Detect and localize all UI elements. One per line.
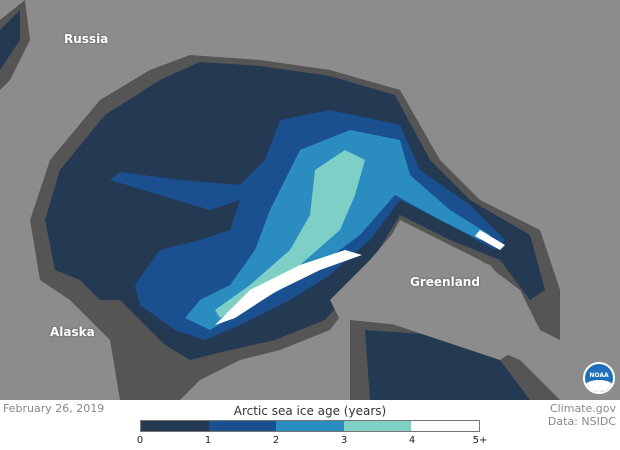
legend-tick: 4 [408, 435, 416, 446]
label-russia: Russia [64, 32, 109, 46]
label-greenland: Greenland [410, 275, 480, 289]
ice-3-4-years [215, 150, 365, 318]
legend-swatch-1 [208, 421, 277, 431]
legend-swatch-3 [343, 421, 412, 431]
logo-text: NOAA [589, 372, 609, 379]
legend-tick: 5+ [472, 435, 488, 446]
legend-title: Arctic sea ice age (years) [233, 404, 387, 418]
legend-tick: 3 [340, 435, 348, 446]
credit-label: Climate.gov [549, 402, 616, 415]
legend-color-bar [140, 420, 480, 432]
legend-swatch-4 [411, 421, 479, 431]
data-source-label: Data: NSIDC [547, 415, 616, 428]
legend-tick: 2 [272, 435, 280, 446]
legend-swatch-2 [276, 421, 344, 431]
legend-tick: 1 [204, 435, 212, 446]
legend-swatch-0 [141, 421, 209, 431]
greenland-land [330, 225, 530, 360]
sea-ice-age-map [0, 0, 620, 400]
noaa-logo: NOAA [583, 362, 615, 394]
legend-tick: 0 [136, 435, 144, 446]
label-alaska: Alaska [50, 325, 95, 339]
date-label: February 26, 2019 [3, 402, 105, 415]
